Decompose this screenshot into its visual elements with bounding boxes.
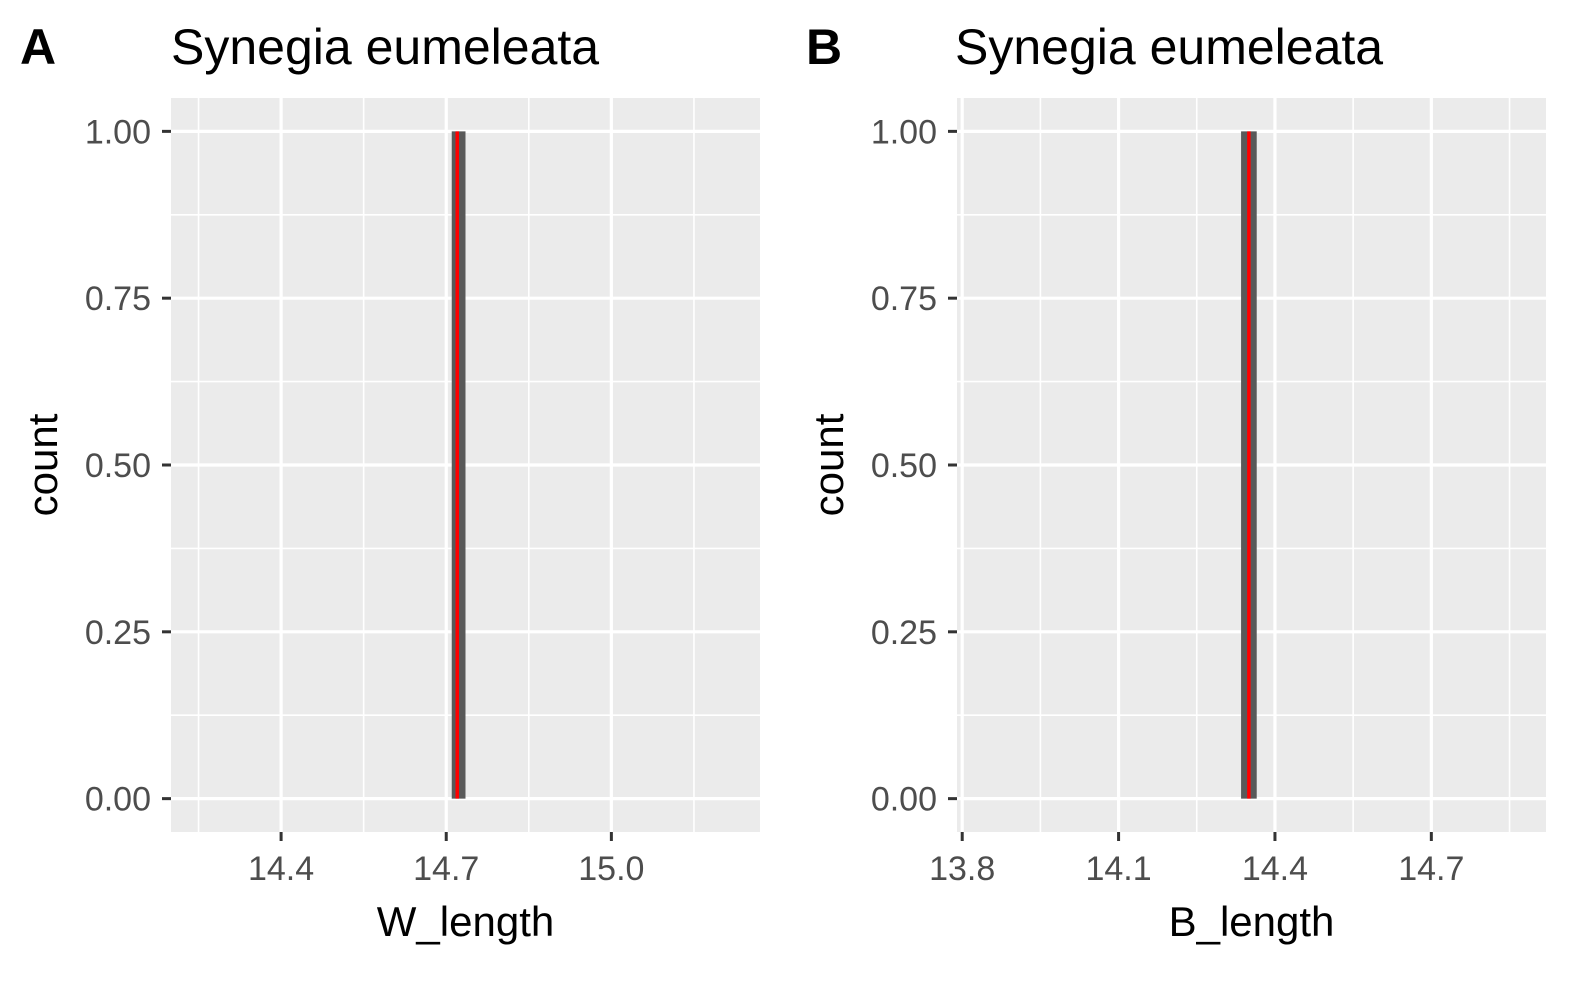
x-tick-label: 14.4 [248, 850, 314, 888]
x-tick-label: 13.8 [929, 850, 995, 888]
x-tick-label: 14.7 [413, 850, 479, 888]
x-tick-label: 14.7 [1398, 850, 1464, 888]
y-tick-label: 0.50 [871, 447, 937, 485]
y-tick-label: 0.00 [871, 781, 937, 819]
x-axis-title: W_length [377, 898, 554, 945]
axis-ticks: 0.00 0.25 0.50 0.75 1.00 13.8 14.1 14.4 14.7 [871, 113, 1465, 888]
y-tick-label: 1.00 [871, 113, 937, 151]
y-axis-title: count [805, 413, 852, 516]
x-axis-title: B_length [1169, 898, 1335, 945]
x-tick-label: 14.1 [1085, 850, 1151, 888]
y-tick-label: 0.75 [85, 280, 151, 318]
panel-label: A [20, 19, 56, 75]
y-tick-label: 0.25 [871, 614, 937, 652]
chart-title: Synegia eumeleata [955, 19, 1383, 75]
y-tick-label: 0.75 [871, 280, 937, 318]
y-tick-label: 0.00 [85, 781, 151, 819]
panel-b: 0.00 0.25 0.50 0.75 1.00 13.8 14.1 14.4 14.7 B S… [805, 19, 1546, 945]
y-tick-label: 1.00 [85, 113, 151, 151]
panel-a: 0.00 0.25 0.50 0.75 1.00 14.4 14.7 15.0 A Syneg… [19, 19, 760, 945]
y-tick-label: 0.25 [85, 614, 151, 652]
x-tick-label: 14.4 [1242, 850, 1308, 888]
y-axis-title: count [19, 413, 66, 516]
x-tick-label: 15.0 [578, 850, 644, 888]
chart-title: Synegia eumeleata [171, 19, 599, 75]
panel-label: B [806, 19, 842, 75]
y-tick-label: 0.50 [85, 447, 151, 485]
axis-ticks: 0.00 0.25 0.50 0.75 1.00 14.4 14.7 15.0 [85, 113, 645, 888]
